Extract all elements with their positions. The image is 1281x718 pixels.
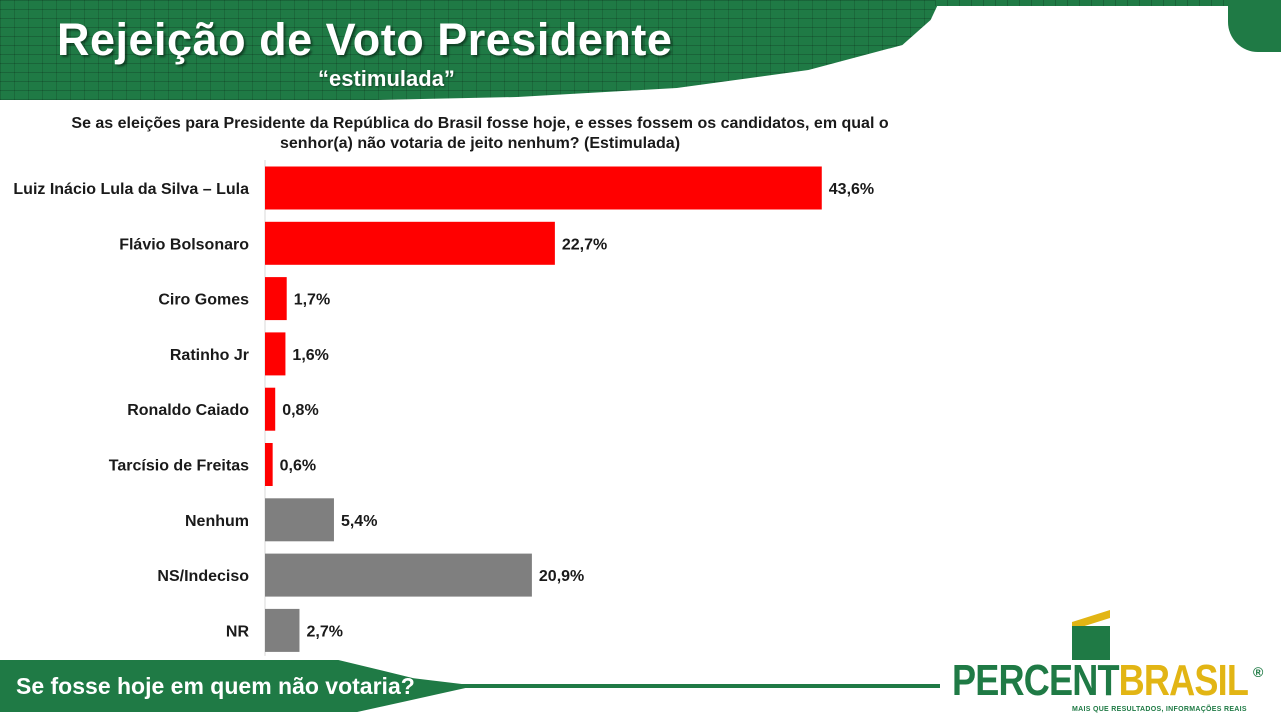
data-label: 43,6%	[829, 181, 874, 198]
bar	[265, 387, 276, 431]
bar	[265, 277, 287, 321]
page-title: Rejeição de Voto Presidente	[57, 14, 673, 65]
category-label: NR	[226, 623, 250, 640]
header-banner	[0, 0, 940, 100]
data-label: 20,9%	[539, 568, 584, 585]
bar	[265, 553, 532, 597]
logo-percent-text: PERCENT	[952, 656, 1119, 705]
category-label: Luiz Inácio Lula da Silva – Lula	[13, 181, 249, 198]
data-label: 0,8%	[282, 402, 318, 419]
bar	[265, 166, 822, 210]
footer-caption: Se fosse hoje em quem não votaria?	[16, 673, 415, 699]
corner-decoration	[1228, 0, 1281, 52]
category-label: Tarcísio de Freitas	[109, 458, 249, 475]
category-label: Nenhum	[185, 513, 249, 530]
data-label: 1,6%	[292, 347, 328, 364]
bar	[265, 498, 334, 542]
page-subtitle: “estimulada”	[318, 66, 455, 91]
survey-question: Se as eleições para Presidente da Repúbl…	[71, 115, 889, 152]
header-strip	[935, 0, 1281, 6]
data-label: 1,7%	[294, 292, 330, 309]
data-label: 22,7%	[562, 236, 607, 253]
bar	[265, 443, 273, 486]
data-label: 5,4%	[341, 513, 377, 530]
registered-mark: ®	[1253, 664, 1264, 680]
category-label: Ciro Gomes	[158, 292, 249, 309]
logo-mark-icon	[1072, 610, 1110, 660]
category-label: Flávio Bolsonaro	[119, 236, 249, 253]
logo-brasil-text: BRASIL	[1118, 656, 1249, 705]
data-label: 2,7%	[306, 623, 342, 640]
bar	[265, 608, 300, 652]
bar	[265, 332, 286, 376]
rejection-bar-chart: Luiz Inácio Lula da Silva – Lula 43,6% Flá…	[13, 160, 874, 656]
footer-line	[440, 684, 940, 688]
category-label: Ratinho Jr	[170, 347, 249, 364]
category-label: Ronaldo Caiado	[127, 402, 249, 419]
bar	[265, 221, 555, 265]
data-label: 0,6%	[280, 458, 316, 475]
category-label: NS/Indeciso	[157, 568, 249, 585]
logo-tagline: MAIS QUE RESULTADOS, INFORMAÇÕES REAIS	[1072, 706, 1247, 713]
brand-logo: PERCENTBRASIL	[952, 656, 1249, 706]
